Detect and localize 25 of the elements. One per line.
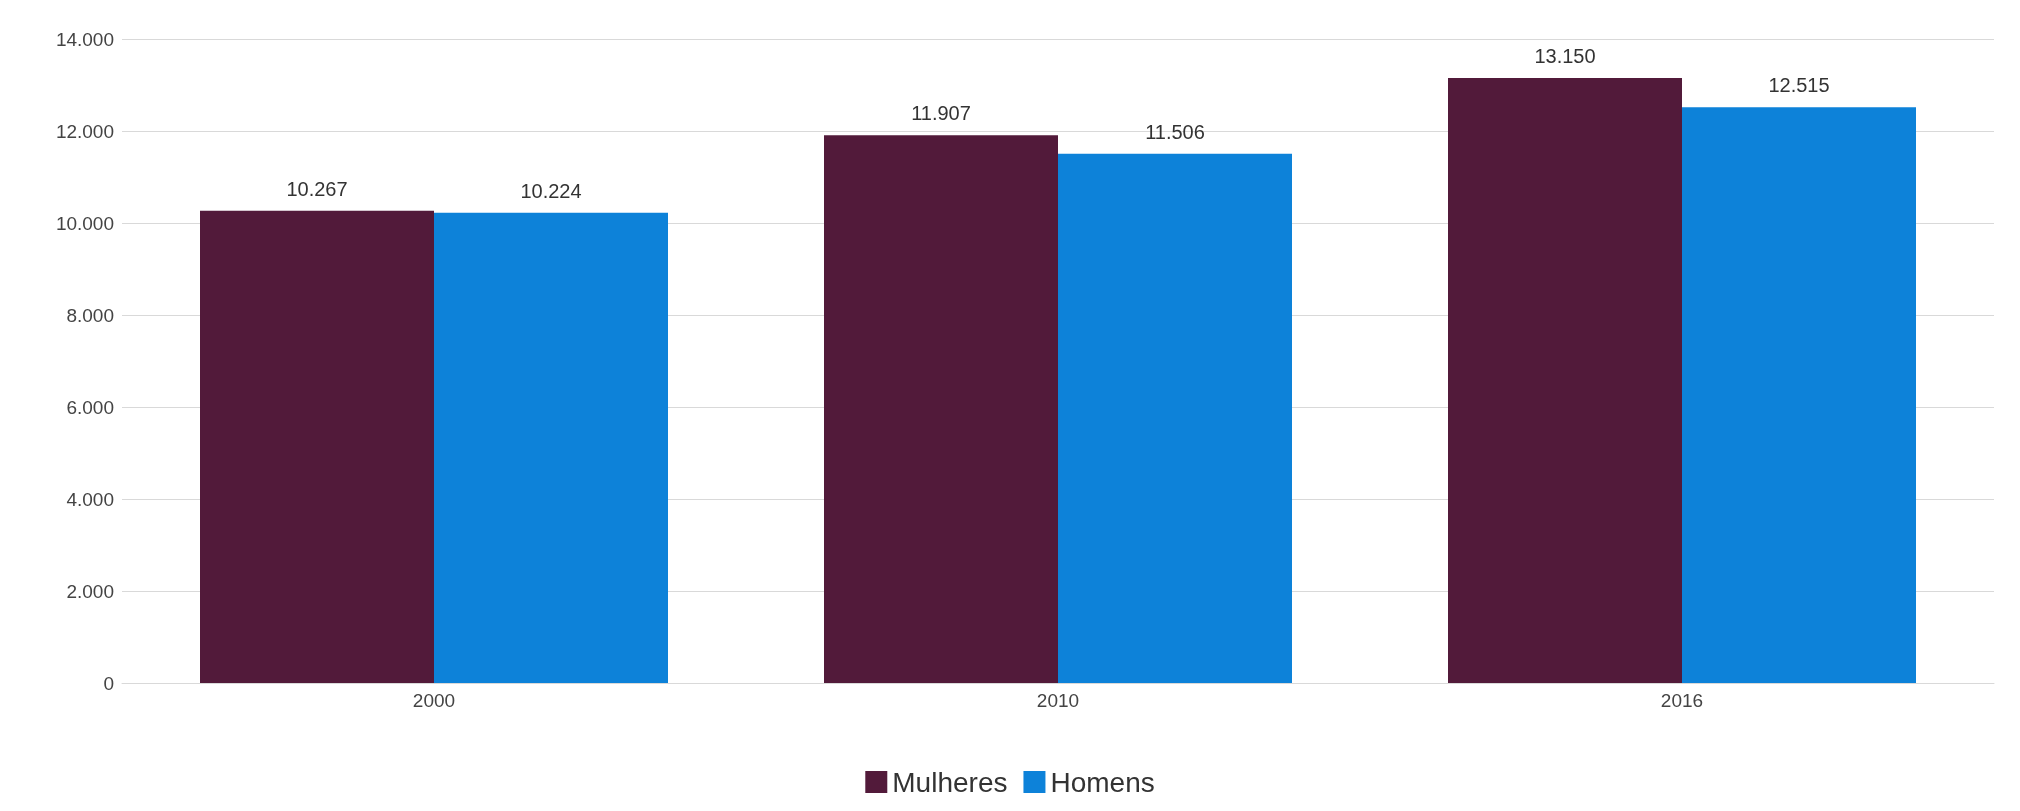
data-label: 11.907 xyxy=(911,102,971,125)
y-tick-label: 10.000 xyxy=(55,212,114,234)
y-tick-label: 12.000 xyxy=(55,120,114,142)
bar xyxy=(1448,78,1682,683)
bar xyxy=(200,210,434,683)
y-tick-label: 4.000 xyxy=(66,488,114,510)
bar xyxy=(434,212,668,683)
bar xyxy=(824,135,1058,683)
x-tick-label: 2000 xyxy=(412,690,456,711)
x-tick-label: 2010 xyxy=(1036,690,1080,711)
data-label: 11.506 xyxy=(1145,120,1205,143)
y-tick-label: 0 xyxy=(103,672,114,694)
y-tick-label: 2.000 xyxy=(66,580,114,602)
data-label: 13.150 xyxy=(1534,45,1596,68)
x-tick-label: 2016 xyxy=(1660,690,1704,711)
bar xyxy=(1058,153,1292,683)
data-label: 10.267 xyxy=(286,177,348,200)
data-label: 12.515 xyxy=(1768,74,1830,97)
legend-label: Mulheres xyxy=(892,766,1008,798)
bar xyxy=(1682,107,1916,683)
y-tick-label: 6.000 xyxy=(66,396,114,418)
legend-label: Homens xyxy=(1050,766,1155,798)
y-tick-label: 14.000 xyxy=(55,28,114,50)
y-tick-label: 8.000 xyxy=(66,304,114,326)
data-label: 10.224 xyxy=(520,179,582,202)
